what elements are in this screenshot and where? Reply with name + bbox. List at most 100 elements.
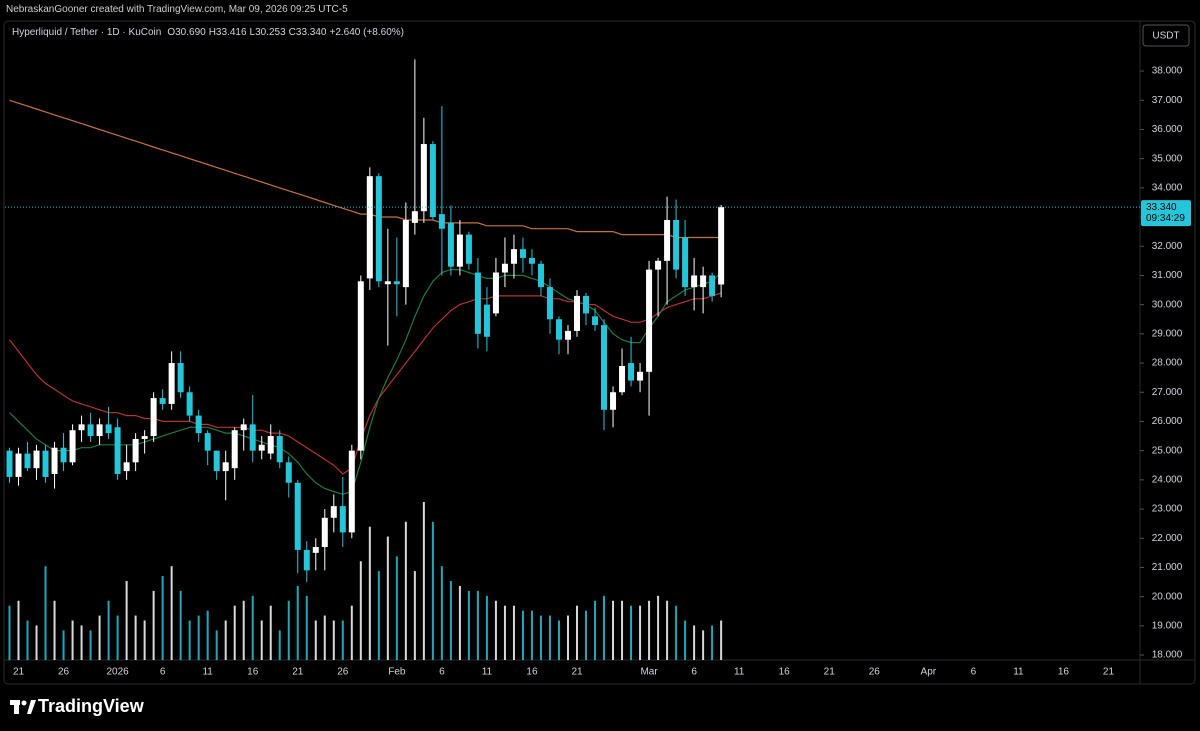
volume-bar [440, 566, 443, 660]
logo-part [14, 700, 19, 714]
volume-bar [603, 595, 606, 660]
candle-body [619, 365, 626, 393]
candle-body [574, 295, 581, 331]
y-tick-label: 18.000 [1152, 650, 1183, 661]
currency[interactable]: USDT [1152, 31, 1179, 42]
volume-bar [539, 615, 542, 660]
moving-average [9, 269, 722, 496]
volume-bar [594, 600, 597, 660]
candle-body [186, 392, 193, 416]
volume-bar [666, 600, 669, 660]
volume-bar [26, 620, 29, 660]
candle-body [655, 260, 662, 270]
x-tick-label: 6 [160, 667, 166, 678]
candle-body [258, 444, 265, 451]
y-tick-label: 27.000 [1152, 387, 1183, 398]
volume-bar [720, 620, 723, 660]
candle-body [357, 281, 364, 451]
candle-body [366, 176, 373, 279]
x-tick-label: Apr [921, 667, 937, 678]
candle-body [141, 436, 148, 439]
candle-body [303, 549, 310, 571]
candle-body [601, 325, 608, 410]
volume-bar [630, 605, 633, 660]
volume-bar [612, 600, 615, 660]
volume-bar [323, 615, 326, 660]
x-tick-label: 16 [526, 667, 538, 678]
candle-body [546, 287, 553, 320]
volume-bar [287, 600, 290, 660]
candle-body [15, 453, 22, 477]
volume-bar [98, 615, 101, 660]
volume-bar [657, 595, 660, 660]
volume-bar [503, 605, 506, 660]
x-tick-label: 6 [691, 667, 697, 678]
volume-bar [359, 561, 362, 660]
volume-bar [215, 630, 218, 660]
volume-bar [512, 605, 515, 660]
candle-body [150, 398, 157, 437]
candle-body [492, 272, 499, 314]
candle-body [592, 316, 599, 326]
currency-box[interactable] [1142, 24, 1190, 47]
y-tick-label: 23.000 [1152, 504, 1183, 515]
volume-bar [116, 615, 119, 660]
candle-body [474, 272, 481, 334]
volume-bar [449, 581, 452, 660]
volume-bar [269, 605, 272, 660]
y-tick-label: 36.000 [1152, 124, 1183, 135]
volume-bar [521, 610, 524, 660]
candle-body [510, 249, 517, 264]
candle-body [33, 450, 40, 469]
candle-body [709, 275, 716, 296]
moving-average [9, 292, 722, 475]
y-tick-label: 32.000 [1152, 241, 1183, 252]
volume-bar [107, 600, 110, 660]
candle-body [24, 453, 31, 469]
candle-body [700, 275, 707, 288]
candle-body [222, 462, 229, 472]
volume-bar [71, 620, 74, 660]
x-tick-label: 21 [292, 667, 304, 678]
volume-bar [350, 605, 353, 660]
candle-body [610, 392, 617, 410]
volume-bar [251, 595, 254, 660]
y-tick-label: 30.000 [1152, 299, 1183, 310]
branding: TradingView [38, 696, 144, 716]
volume-bar [278, 630, 281, 660]
candle-body [213, 450, 220, 472]
volume-bar [260, 620, 263, 660]
volume-bar [314, 620, 317, 660]
candle-body [177, 363, 184, 393]
legend-value: L30.253 [249, 27, 286, 38]
candle-body [195, 415, 202, 434]
volume-bar [485, 595, 488, 660]
legend-value: O30.690 [167, 27, 206, 38]
candle-body [555, 319, 562, 340]
legend-value: H33.416 [208, 27, 247, 38]
volume-bar [422, 502, 425, 660]
last-price-label: 33.340 [1146, 202, 1177, 213]
candle-body [583, 295, 590, 314]
x-tick-label: 21 [824, 667, 836, 678]
candle-body [132, 438, 139, 463]
x-tick-label: 2026 [106, 667, 129, 678]
candle-body [168, 363, 175, 404]
symbol: Hyperliquid / Tether · 1D · KuCoin [12, 27, 162, 38]
volume-bar [305, 595, 308, 660]
volume-bar [675, 605, 678, 660]
x-tick-label: 26 [337, 667, 349, 678]
candle-body [114, 427, 121, 475]
candle-body [501, 263, 508, 273]
candle-body [673, 219, 680, 270]
candle-body [51, 447, 58, 475]
volume-bar [35, 625, 38, 660]
volume-bar [494, 600, 497, 660]
logo-part [21, 700, 27, 706]
candle-body [330, 506, 337, 518]
candle-body [339, 506, 346, 533]
legend: Hyperliquid / Tether · 1D · KuCoin O30.6… [12, 27, 404, 38]
candle-body [682, 237, 689, 288]
volume-bar [467, 590, 470, 660]
